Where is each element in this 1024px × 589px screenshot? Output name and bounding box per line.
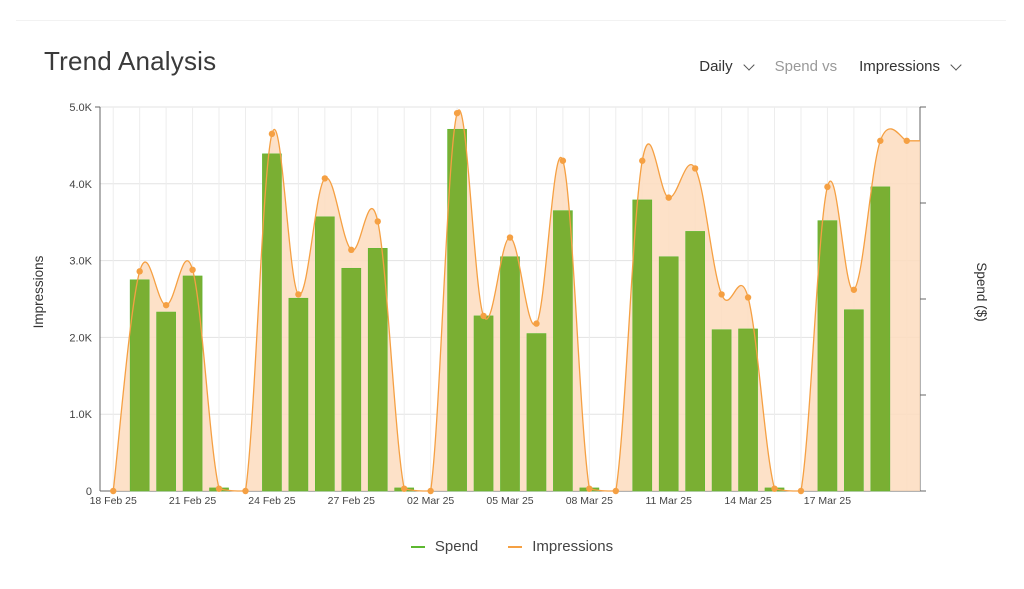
y-tick-label: 5.0K	[69, 102, 92, 114]
spend-bar	[288, 297, 309, 492]
x-tick-label: 11 Mar 25	[645, 495, 692, 507]
y-tick-label: 4.0K	[69, 179, 92, 191]
impressions-point	[295, 291, 302, 298]
spend-bar	[182, 275, 203, 492]
impressions-point	[903, 137, 910, 144]
impressions-point	[400, 485, 408, 492]
impressions-point	[665, 194, 672, 201]
impressions-point	[850, 286, 858, 293]
spend-bar	[632, 199, 653, 492]
legend-label-spend: Spend	[434, 538, 479, 555]
spend-bar	[500, 256, 520, 492]
period-dropdown-label: Daily	[699, 58, 733, 75]
impressions-point	[110, 487, 117, 495]
impressions-point	[797, 487, 805, 495]
spend-bar	[870, 186, 891, 492]
metric-dropdown-label: Impressions	[859, 58, 940, 75]
impressions-point	[559, 157, 567, 164]
chart-legend: Spend Impressions	[0, 538, 1024, 555]
spend-bar	[341, 267, 362, 492]
legend-swatch-impressions	[508, 545, 523, 548]
impressions-point	[321, 175, 329, 182]
spend-bar	[711, 329, 732, 492]
page-title: Trend Analysis	[44, 46, 217, 76]
spend-bar	[685, 231, 705, 492]
impressions-point	[427, 487, 434, 495]
period-dropdown[interactable]: Daily	[699, 58, 755, 75]
x-tick-label: 17 Mar 25	[804, 495, 851, 507]
impressions-point	[268, 130, 276, 138]
impressions-point	[824, 183, 831, 191]
spend-bar	[447, 128, 467, 492]
legend-item-spend[interactable]: Spend	[410, 538, 479, 555]
impressions-point	[691, 165, 699, 172]
x-tick-label: 05 Mar 25	[486, 495, 533, 507]
metric-dropdown[interactable]: Impressions	[859, 58, 962, 75]
impressions-line	[112, 109, 920, 492]
impressions-point	[744, 294, 752, 301]
impressions-point	[215, 485, 223, 492]
impressions-point	[136, 268, 143, 275]
legend-swatch-spend	[410, 545, 425, 548]
legend-item-impressions[interactable]: Impressions	[508, 538, 613, 555]
spend-bar	[473, 315, 494, 492]
impressions-point	[533, 320, 540, 327]
impressions-point	[586, 485, 593, 492]
spend-bar	[844, 309, 864, 492]
impressions-point	[162, 301, 170, 309]
y2-axis-title: Spend ($)	[974, 262, 989, 321]
impressions-point	[506, 234, 514, 241]
impressions-point	[877, 137, 884, 144]
x-tick-label: 18 Feb 25	[90, 495, 137, 507]
spend-bar	[817, 220, 838, 492]
spend-bar	[526, 333, 547, 492]
spend-bar	[553, 210, 573, 492]
x-tick-label: 27 Feb 25	[328, 495, 375, 507]
impressions-point	[189, 266, 196, 274]
spend-bar	[315, 216, 335, 492]
impressions-point	[348, 246, 355, 254]
impressions-point	[453, 109, 461, 117]
spend-bar	[658, 256, 679, 492]
y-tick-label: 1.0K	[69, 409, 92, 421]
spend-bar	[738, 328, 758, 492]
impressions-point	[718, 291, 725, 298]
spend-bar	[156, 311, 176, 492]
impressions-point	[242, 487, 249, 495]
impressions-point	[374, 218, 381, 225]
x-tick-label: 21 Feb 25	[169, 495, 216, 507]
spend-bar	[367, 248, 388, 492]
spend-bar	[129, 279, 150, 492]
x-tick-label: 24 Feb 25	[248, 495, 295, 507]
y-tick-label: 0	[86, 486, 92, 498]
y-axis-title: Impressions	[31, 255, 46, 328]
x-tick-label: 02 Mar 25	[407, 495, 454, 507]
comparison-label: Spend vs	[774, 58, 838, 75]
y-tick-label: 3.0K	[69, 256, 92, 268]
x-tick-label: 14 Mar 25	[724, 495, 771, 507]
impressions-point	[480, 312, 487, 320]
y-tick-label: 2.0K	[69, 332, 92, 344]
impressions-point	[612, 487, 620, 495]
impressions-point	[639, 157, 646, 164]
x-tick-label: 08 Mar 25	[566, 495, 613, 507]
spend-bar	[262, 153, 282, 492]
chart-controls: Daily Spend vs Impressions	[699, 58, 962, 75]
impressions-point	[771, 485, 778, 492]
legend-label-impressions: Impressions	[532, 538, 614, 555]
